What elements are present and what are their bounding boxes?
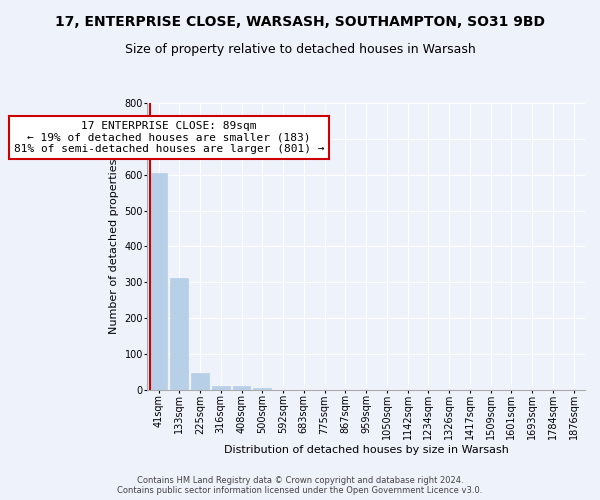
Y-axis label: Number of detached properties: Number of detached properties: [109, 159, 119, 334]
Bar: [150, 172, 167, 390]
Bar: [191, 372, 209, 390]
Bar: [233, 386, 250, 390]
Bar: [170, 278, 188, 390]
Text: Size of property relative to detached houses in Warsash: Size of property relative to detached ho…: [125, 42, 475, 56]
Text: Contains HM Land Registry data © Crown copyright and database right 2024.
Contai: Contains HM Land Registry data © Crown c…: [118, 476, 482, 495]
X-axis label: Distribution of detached houses by size in Warsash: Distribution of detached houses by size …: [224, 445, 508, 455]
Bar: [212, 386, 230, 390]
Bar: [253, 388, 271, 390]
Text: 17, ENTERPRISE CLOSE, WARSASH, SOUTHAMPTON, SO31 9BD: 17, ENTERPRISE CLOSE, WARSASH, SOUTHAMPT…: [55, 15, 545, 29]
Text: 17 ENTERPRISE CLOSE: 89sqm
← 19% of detached houses are smaller (183)
81% of sem: 17 ENTERPRISE CLOSE: 89sqm ← 19% of deta…: [14, 121, 324, 154]
